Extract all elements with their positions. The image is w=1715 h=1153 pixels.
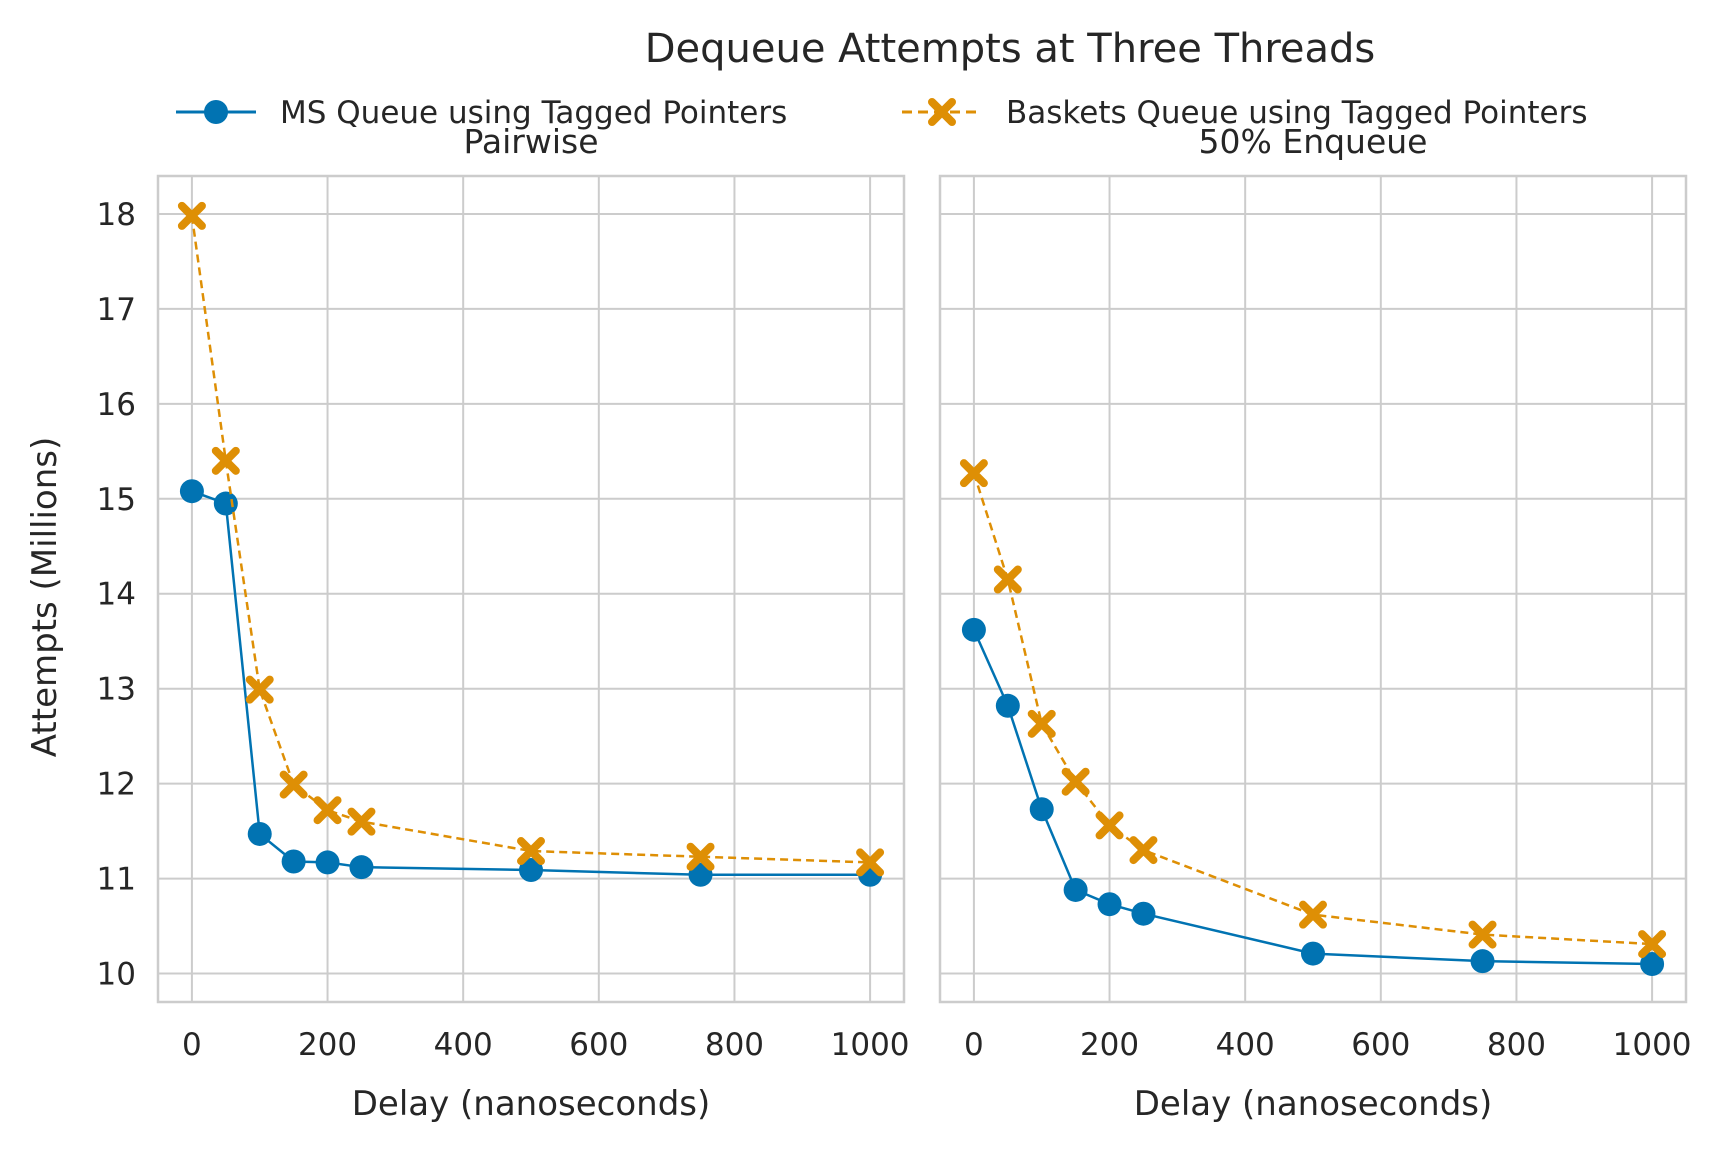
y-tick-label: 11 <box>97 862 136 898</box>
data-point <box>1063 877 1088 902</box>
x-tick-label: 600 <box>569 1027 628 1063</box>
plot-frame <box>938 174 1688 1004</box>
data-point <box>245 675 274 704</box>
data-point <box>1299 900 1327 929</box>
data-point <box>688 862 713 887</box>
legend-label-ms-queue: MS Queue using Tagged Pointers <box>280 95 787 131</box>
gridlines <box>158 176 904 1002</box>
x-tick-label: 600 <box>1351 1027 1410 1063</box>
data-point <box>993 565 1022 594</box>
data-point <box>686 842 715 871</box>
data-point <box>315 850 340 875</box>
y-tick-label: 18 <box>97 197 136 233</box>
x-tick-label: 400 <box>1216 1027 1275 1063</box>
data-point <box>1029 797 1054 822</box>
y-tick-label: 16 <box>97 387 136 423</box>
y-tick-label: 12 <box>97 767 136 803</box>
data-point <box>519 858 543 883</box>
x-tick-label: 0 <box>182 1027 202 1063</box>
series-baskets-queue-using-tagged-pointers-50-enqueue <box>959 459 1667 959</box>
data-point <box>1468 920 1497 949</box>
data-point <box>1095 811 1124 840</box>
data-point <box>213 491 238 516</box>
y-tick-label: 15 <box>97 482 136 518</box>
data-point <box>281 849 306 874</box>
gridlines <box>940 176 1686 1002</box>
data-point <box>313 796 342 825</box>
data-point <box>279 770 308 799</box>
data-point <box>347 807 376 836</box>
series-ms-queue-using-tagged-pointers-pairwise <box>179 479 883 887</box>
data-point <box>961 617 986 642</box>
legend-item-ms-queue: MS Queue using Tagged Pointers <box>176 95 787 131</box>
data-point <box>247 821 272 846</box>
legend-marker-ms-queue <box>204 100 228 124</box>
legend-item-baskets-queue: Baskets Queue using Tagged Pointers <box>902 95 1587 131</box>
panel-pairwise-subtitle: Pairwise <box>463 122 598 161</box>
data-point <box>1640 952 1665 977</box>
data-point <box>211 446 240 475</box>
x-tick-label: 1000 <box>1613 1027 1692 1063</box>
data-point <box>856 848 885 877</box>
x-tick-label: 1000 <box>831 1027 910 1063</box>
series-line <box>972 472 1653 946</box>
x-tick-label: 800 <box>1487 1027 1546 1063</box>
series-line <box>191 490 871 877</box>
x-tick-label: 200 <box>1080 1027 1139 1063</box>
y-tick-label: 10 <box>97 957 136 993</box>
series-baskets-queue-using-tagged-pointers-pairwise <box>177 201 885 877</box>
legend-label-baskets-queue: Baskets Queue using Tagged Pointers <box>1006 95 1587 131</box>
y-tick-label: 17 <box>97 292 136 328</box>
series-ms-queue-using-tagged-pointers-50-enqueue <box>961 617 1665 977</box>
x-tick-label: 800 <box>705 1027 764 1063</box>
data-point <box>1301 941 1325 966</box>
legend-marker-symbol <box>204 100 228 124</box>
data-point <box>1638 930 1667 959</box>
data-point <box>995 693 1020 718</box>
x-axis-label-50-enqueue: Delay (nanoseconds) <box>1134 1084 1493 1124</box>
data-point <box>1027 709 1056 738</box>
y-axis-label: Attempts (Millions) <box>25 437 65 758</box>
data-point <box>1097 892 1122 917</box>
y-tick-label: 13 <box>97 672 136 708</box>
data-point <box>1131 901 1156 926</box>
data-point <box>179 479 204 504</box>
data-point <box>517 837 545 866</box>
data-point <box>349 855 374 880</box>
data-point <box>1061 767 1090 796</box>
legend: MS Queue using Tagged Pointers Baskets Q… <box>176 95 1587 131</box>
plot-frame <box>156 174 906 1004</box>
x-tick-label: 200 <box>298 1027 357 1063</box>
legend-marker-baskets-queue <box>928 98 956 126</box>
data-point <box>959 459 988 488</box>
data-point <box>1470 949 1495 974</box>
x-tick-label: 400 <box>434 1027 493 1063</box>
panel-50-enqueue: 50% Enqueue 0 200 400 600 800 1000 <box>938 122 1692 1063</box>
data-point <box>177 201 206 230</box>
legend-marker-symbol <box>928 98 956 126</box>
panel-pairwise: Pairwise 0 200 400 600 800 1000 10 11 12 13 14 15 16… <box>97 122 910 1063</box>
x-tick-label: 0 <box>964 1027 984 1063</box>
data-point <box>1129 836 1158 865</box>
chart-title: Dequeue Attempts at Three Threads <box>645 26 1376 72</box>
panel-50-enqueue-subtitle: 50% Enqueue <box>1199 122 1428 161</box>
x-axis-label-pairwise: Delay (nanoseconds) <box>352 1084 711 1124</box>
series-line <box>190 215 871 864</box>
y-tick-label: 14 <box>97 577 136 613</box>
